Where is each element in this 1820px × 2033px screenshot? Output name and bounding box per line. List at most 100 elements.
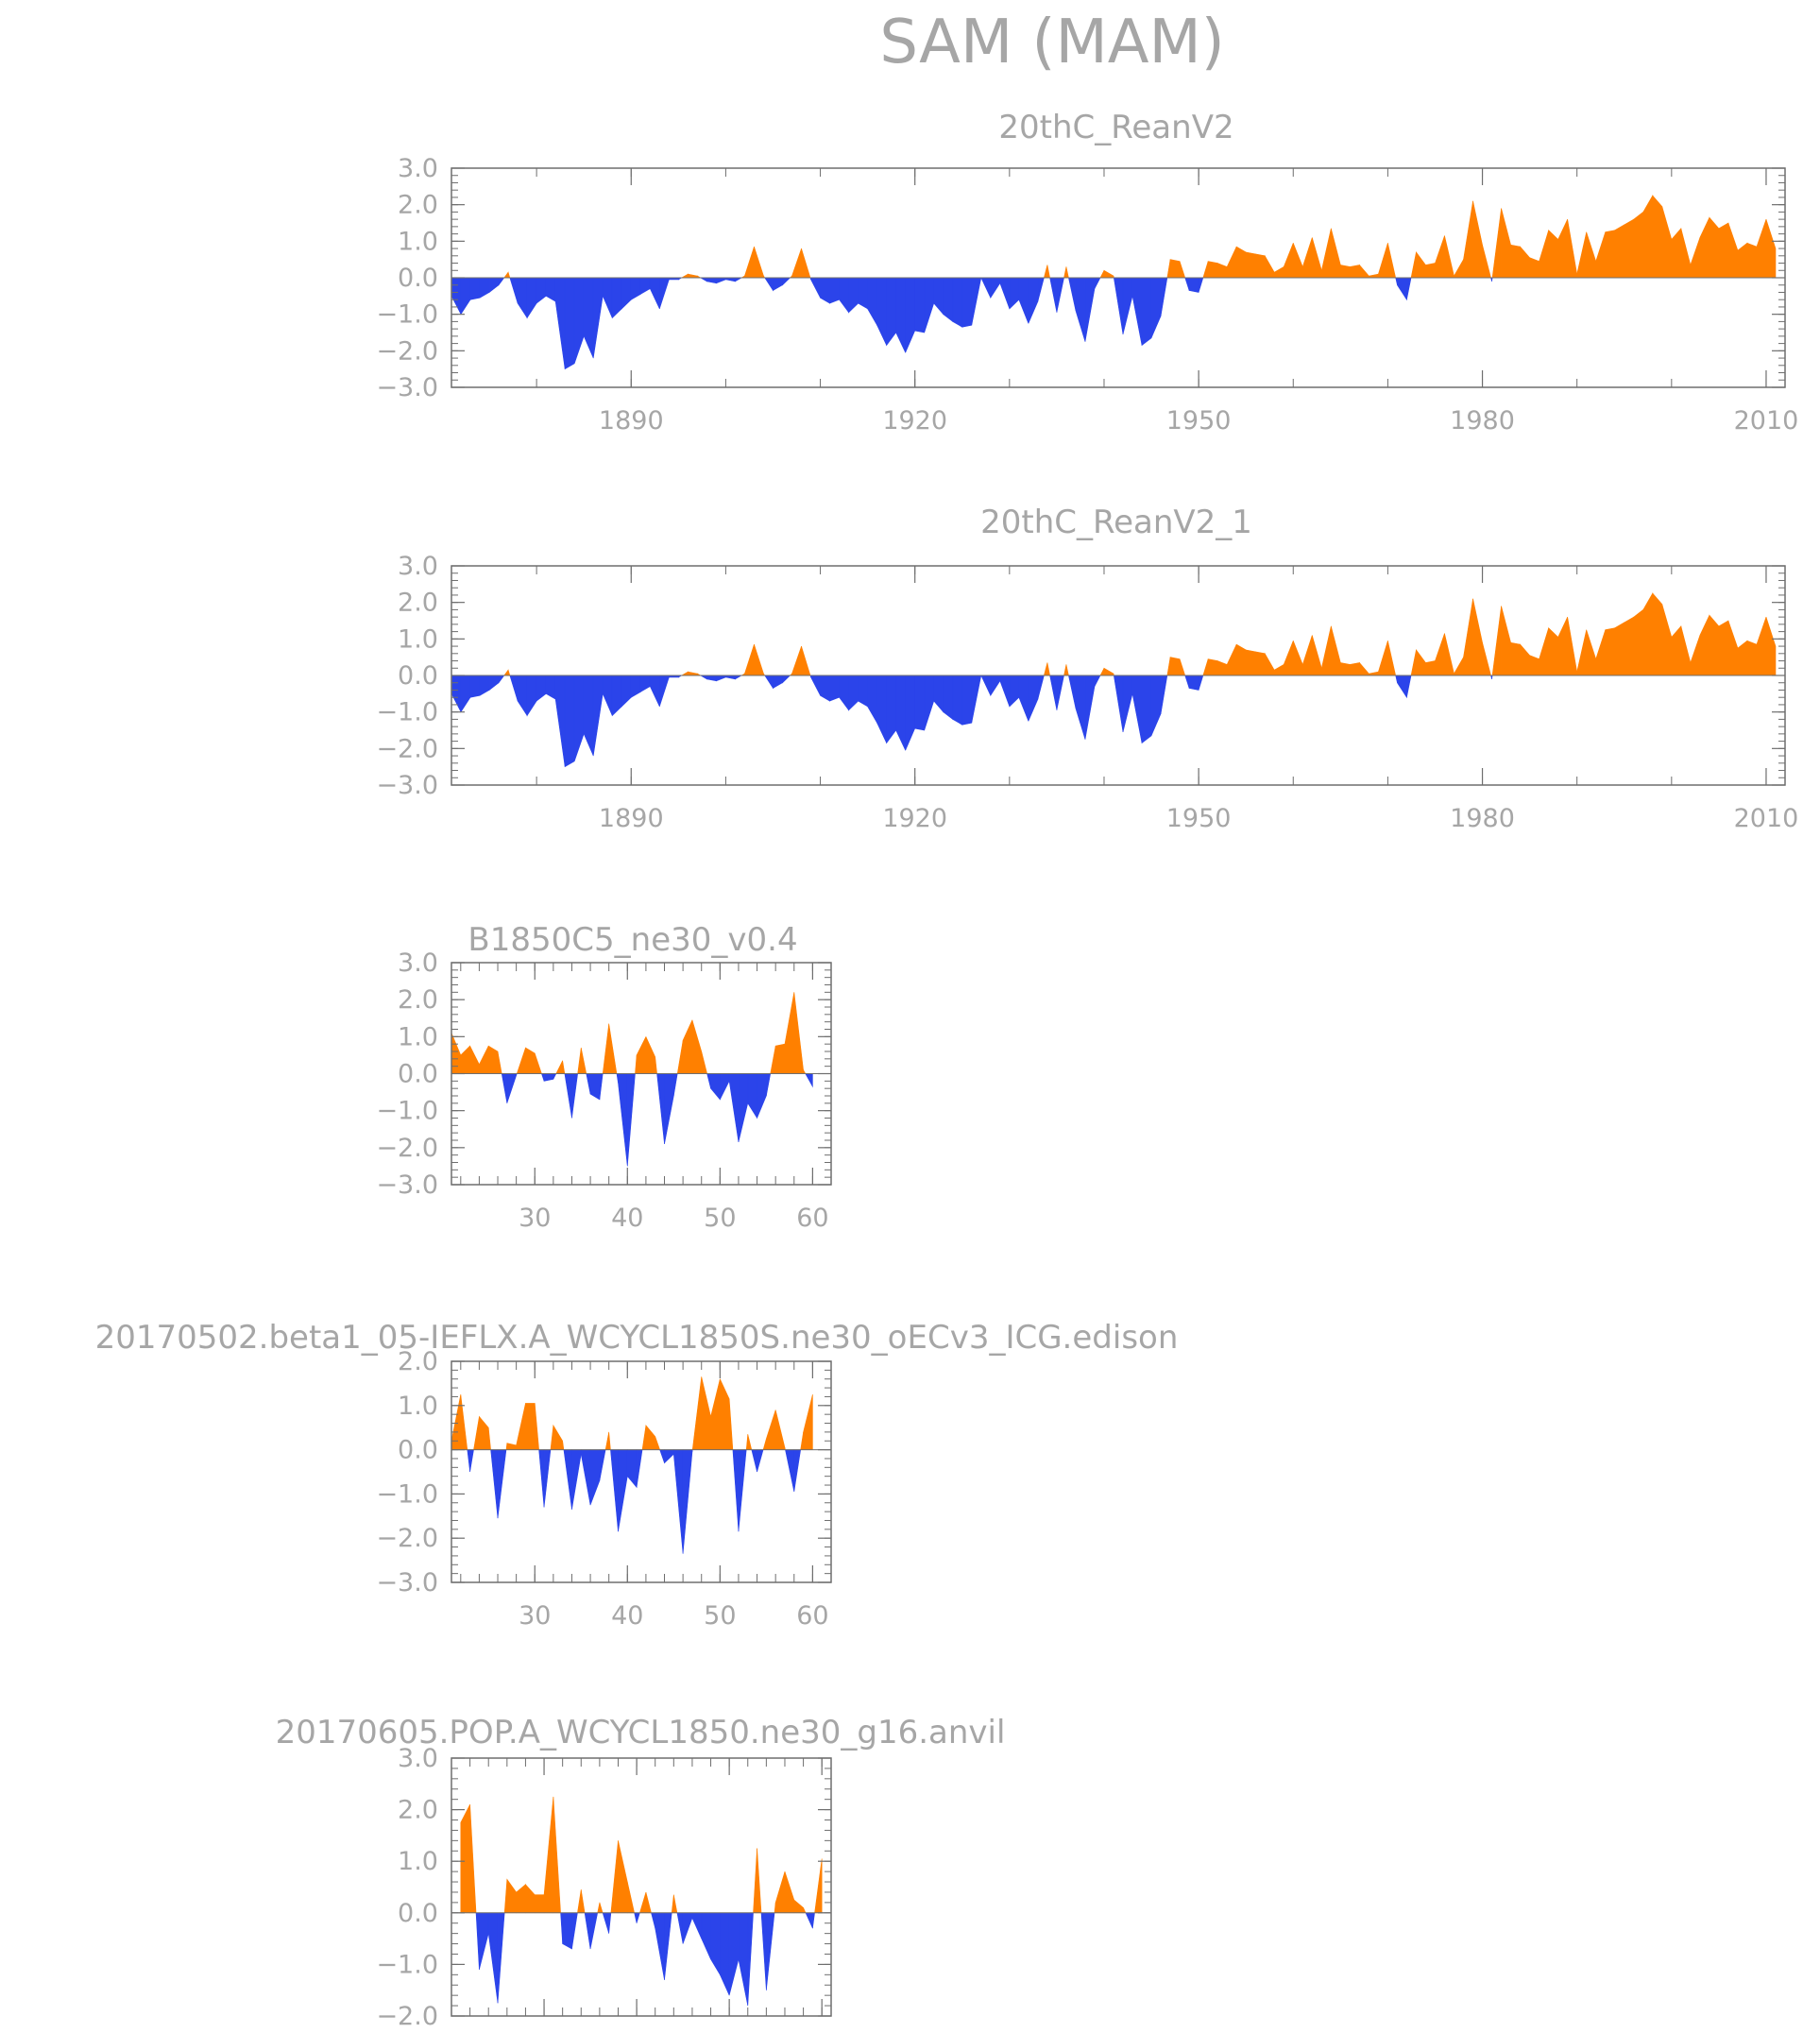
series-area-segment <box>1166 657 1171 676</box>
series-area-segment <box>1718 222 1729 279</box>
series-area-segment <box>1369 273 1379 279</box>
series-area-segment <box>1273 265 1284 279</box>
series-area-segment <box>1075 675 1086 740</box>
series-area-segment <box>621 277 632 310</box>
panel-title: 20170502.beta1_05-IEFLX.A_WCYCL1850S.ne3… <box>95 1319 1179 1357</box>
series-area-segment <box>608 1023 618 1074</box>
series-area-segment <box>1557 617 1568 676</box>
plot-frame <box>451 1757 832 2017</box>
series-area-segment <box>645 1425 656 1450</box>
series-area-segment <box>710 1912 721 1976</box>
y-tick-label: 0.0 <box>398 1899 438 1928</box>
series-area-segment <box>1028 675 1039 722</box>
series-area-segment <box>1482 642 1491 676</box>
series-area-segment <box>1202 658 1209 676</box>
series-area-segment <box>791 248 802 279</box>
series-area-segment <box>543 1073 554 1082</box>
series-area-segment <box>487 1912 499 2004</box>
series-area-segment <box>571 1449 582 1510</box>
series-area-segment <box>509 277 519 304</box>
series-area-segment <box>764 277 774 292</box>
series-area-segment <box>961 675 973 726</box>
series-area-segment <box>555 1060 563 1074</box>
x-tick-label: 60 <box>796 1601 828 1631</box>
series-area-segment <box>550 1425 554 1450</box>
x-tick-label: 1950 <box>1166 804 1232 833</box>
y-tick-label: 1.0 <box>398 624 438 654</box>
series-area-segment <box>651 1912 656 1929</box>
y-tick-label: 2.0 <box>398 191 438 220</box>
series-area-segment <box>1529 655 1539 676</box>
series-area-segment <box>1216 660 1228 676</box>
series-area-segment <box>589 1912 599 1950</box>
series-area-segment <box>656 1073 665 1144</box>
series-area-segment <box>586 1073 591 1095</box>
series-area-segment <box>688 671 698 676</box>
series-area-segment <box>655 1436 661 1450</box>
series-area-segment <box>1737 640 1748 676</box>
series-area-segment <box>1018 277 1029 324</box>
series-area-segment <box>1301 237 1313 279</box>
series-area-segment <box>621 675 632 708</box>
series-area-segment <box>1340 265 1351 279</box>
series-area-segment <box>618 1073 628 1167</box>
series-area-segment <box>1075 277 1086 342</box>
y-tick-label: 1.0 <box>398 227 438 256</box>
y-tick-label: 3.0 <box>398 552 438 581</box>
series-area-segment <box>562 1912 572 1950</box>
series-area-segment <box>1254 651 1266 676</box>
series-area-segment <box>1331 228 1341 279</box>
series-area-segment <box>1567 617 1577 676</box>
series-area-segment <box>728 1398 734 1450</box>
series-area-segment <box>589 1449 601 1506</box>
series-area-segment <box>1311 237 1322 279</box>
x-tick-label: 60 <box>796 1204 828 1233</box>
y-tick-label: −3.0 <box>376 1568 438 1597</box>
series-area-segment <box>728 1912 740 1996</box>
series-area-segment <box>1454 258 1464 279</box>
panel-title: 20thC_ReanV2 <box>998 109 1233 146</box>
series-area-segment <box>592 675 604 757</box>
series-area-segment <box>1491 675 1493 679</box>
series-area-segment <box>460 1045 470 1074</box>
series-area-segment <box>634 1912 638 1923</box>
y-tick-label: 0.0 <box>398 661 438 691</box>
x-tick-label: 30 <box>519 1204 551 1233</box>
series-area-segment <box>1444 235 1454 279</box>
series-area-segment <box>545 675 556 700</box>
series-area-segment <box>757 1073 767 1119</box>
series-area-segment <box>1727 222 1739 279</box>
series-area-segment <box>1094 277 1101 289</box>
series-area-segment <box>1245 251 1256 279</box>
x-tick-label: 40 <box>611 1204 643 1233</box>
series-area-segment <box>1529 257 1539 279</box>
series-area-segment <box>803 1394 813 1450</box>
series-area-segment <box>1207 261 1218 279</box>
series-area-segment <box>469 675 481 698</box>
series-area-segment <box>479 277 490 299</box>
series-area-segment <box>554 277 566 369</box>
series-area-segment <box>580 1449 591 1506</box>
series-area-segment <box>680 273 689 279</box>
x-tick-label: 50 <box>704 1601 736 1631</box>
series-area-segment <box>1709 216 1720 279</box>
series-area-segment <box>1065 266 1069 279</box>
series-area-segment <box>497 1051 502 1074</box>
series-area-segment <box>766 1409 776 1450</box>
series-area-segment <box>706 675 717 682</box>
series-area-segment <box>618 1449 628 1532</box>
series-area-segment <box>774 1871 786 1914</box>
y-tick-label: 1.0 <box>398 1022 438 1051</box>
series-area-segment <box>577 1889 582 1914</box>
series-area-segment <box>770 1046 776 1074</box>
series-area-segment <box>1746 242 1758 279</box>
series-area-segment <box>747 1073 757 1119</box>
series-area-segment <box>803 1068 807 1074</box>
series-area-segment <box>754 644 764 676</box>
panel-title: B1850C5_ne30_v0.4 <box>468 921 797 959</box>
series-area-segment <box>829 277 840 304</box>
series-area-segment <box>536 277 547 304</box>
series-area-segment <box>1671 227 1682 279</box>
series-area-segment <box>553 1073 557 1080</box>
series-area-segment <box>1397 675 1407 699</box>
